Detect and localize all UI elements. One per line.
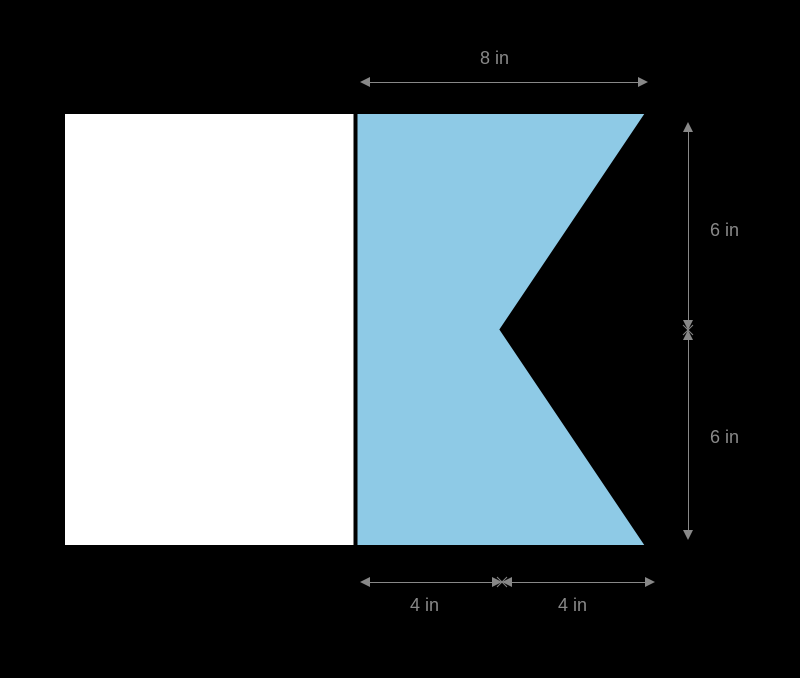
- dim-rt-line: [688, 132, 689, 320]
- dim-br-arrow-left: [502, 577, 512, 587]
- dim-top-label: 8 in: [480, 48, 509, 69]
- flag-white-section: [63, 112, 356, 547]
- diagram-container: 8 in 4 in 4 in 6 in 6 in: [0, 0, 800, 678]
- dim-bl-arrow-left: [360, 577, 370, 587]
- dim-rb-arrow-down: [683, 530, 693, 540]
- dim-rb-line: [688, 340, 689, 530]
- dim-top-line: [370, 82, 638, 83]
- dim-rt-label: 6 in: [710, 220, 739, 241]
- flag-blue-section: [356, 112, 649, 547]
- dim-rt-arrow-up: [683, 122, 693, 132]
- dim-bl-label: 4 in: [410, 595, 439, 616]
- dim-br-line: [512, 582, 645, 583]
- dim-rt-arrow-down: [683, 320, 693, 330]
- dim-bl-arrow-right: [492, 577, 502, 587]
- dim-br-arrow-right: [645, 577, 655, 587]
- dim-br-label: 4 in: [558, 595, 587, 616]
- dim-top-arrow-right: [638, 77, 648, 87]
- dim-rb-arrow-up: [683, 330, 693, 340]
- dim-bl-line: [370, 582, 492, 583]
- flag-shape: [0, 0, 800, 678]
- dim-rb-label: 6 in: [710, 427, 739, 448]
- dim-top-arrow-left: [360, 77, 370, 87]
